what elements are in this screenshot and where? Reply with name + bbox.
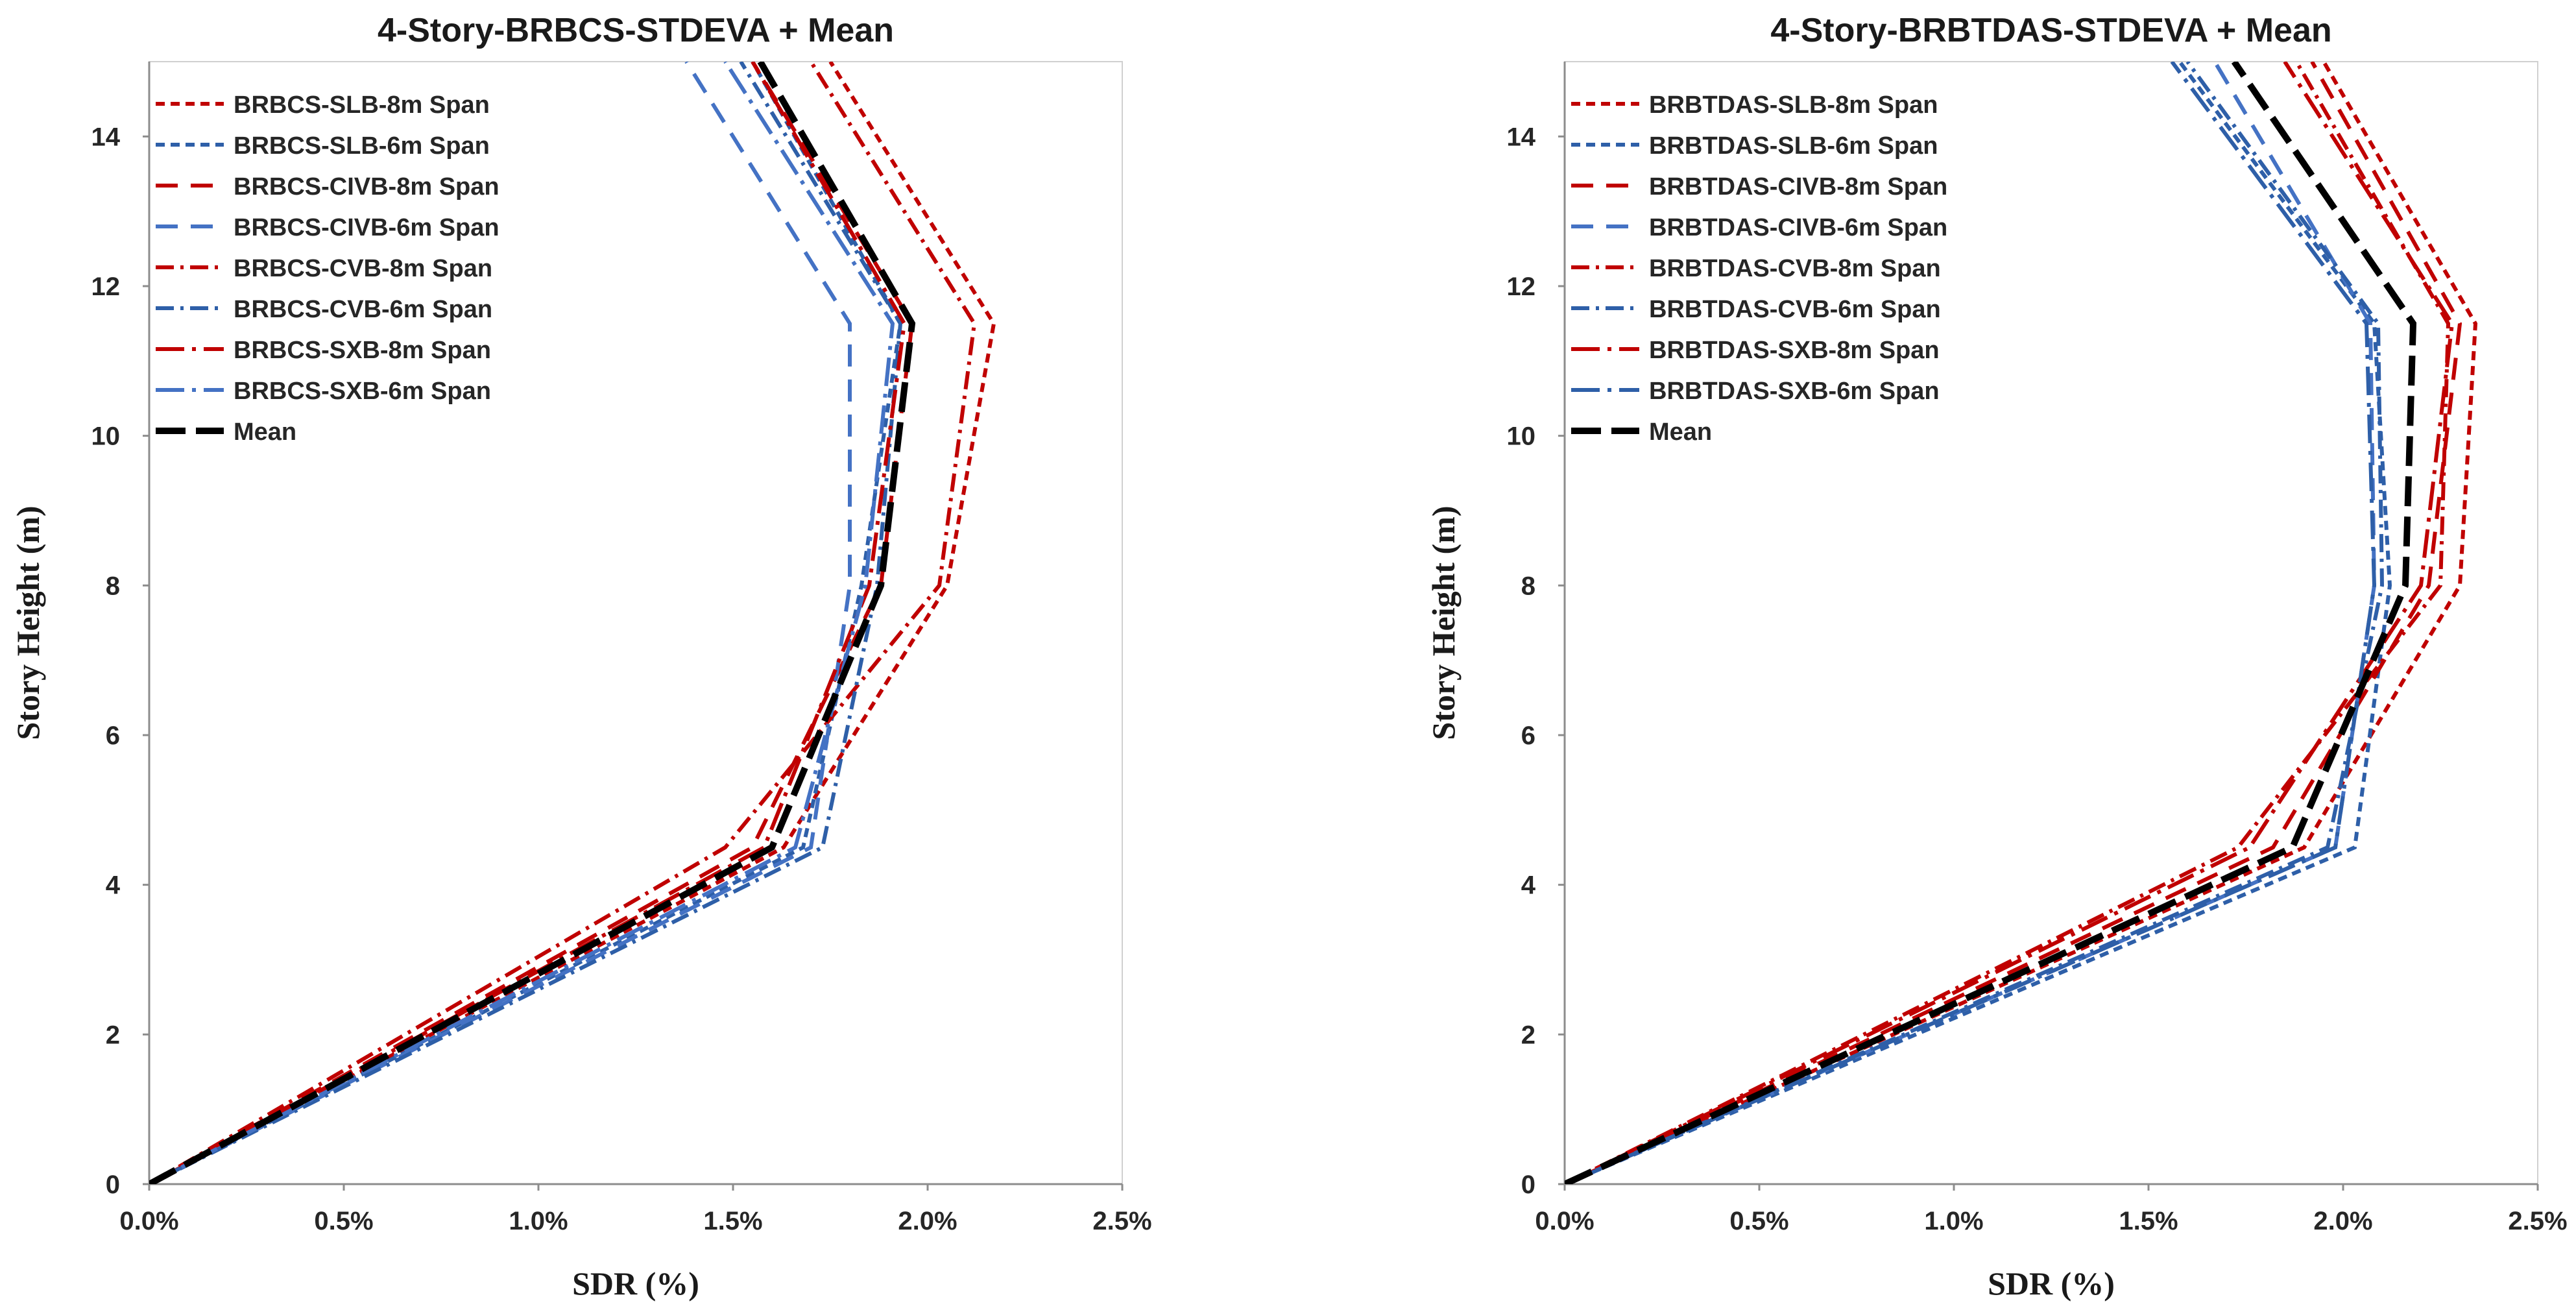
y-tick-label: 2 <box>106 1021 120 1049</box>
legend-label: BRBTDAS-CIVB-8m Span <box>1649 173 1947 200</box>
series-line-brbcs-cvb-6m-span <box>149 62 903 1184</box>
x-tick-label: 0.0% <box>119 1207 178 1235</box>
y-tick-label: 14 <box>1507 123 1536 151</box>
series-line-brbtdas-slb-8m-span <box>1565 62 2478 1184</box>
y-axis-title: Story Height (m) <box>10 505 46 740</box>
y-tick-label: 6 <box>106 722 120 750</box>
y-tick-label: 0 <box>1521 1171 1535 1199</box>
legend-label: BRBTDAS-CIVB-6m Span <box>1649 214 1947 241</box>
y-tick-label: 4 <box>106 871 121 900</box>
series-line-brbcs-civb-6m-span <box>149 62 852 1184</box>
series-line-brbtdas-slb-6m-span <box>1565 62 2392 1184</box>
legend-label: BRBTDAS-CVB-6m Span <box>1649 296 1941 323</box>
y-tick-label: 12 <box>1507 273 1536 301</box>
series-line-brbcs-slb-8m-span <box>149 62 996 1184</box>
y-axis-title: Story Height (m) <box>1425 505 1462 740</box>
x-tick-label: 2.0% <box>2313 1207 2372 1235</box>
legend-label: BRBTDAS-SLB-6m Span <box>1649 132 1938 160</box>
legend-label: BRBCS-CVB-8m Span <box>234 255 492 282</box>
series-line-brbtdas-civb-8m-span <box>1565 62 2462 1184</box>
series-lines <box>1565 62 2478 1184</box>
y-tick-label: 6 <box>1521 722 1535 750</box>
series-line-brbcs-sxb-6m-span <box>149 62 895 1184</box>
series-line-brbtdas-cvb-6m-span <box>1565 62 2385 1184</box>
x-tick-label: 2.5% <box>1092 1207 1151 1235</box>
x-tick-label: 0.5% <box>1729 1207 1788 1235</box>
legend: BRBTDAS-SLB-8m Span BRBTDAS-SLB-6m Span BR… <box>1571 91 1947 446</box>
legend-label: BRBCS-SLB-6m Span <box>234 132 490 160</box>
x-axis-title: SDR (%) <box>572 1265 699 1302</box>
series-line-brbcs-sxb-8m-span <box>149 62 907 1184</box>
y-tick-label: 0 <box>106 1171 120 1199</box>
legend-label: BRBCS-CIVB-6m Span <box>234 214 500 241</box>
legend-label: BRBCS-CVB-6m Span <box>234 296 492 323</box>
legend-label: BRBTDAS-CVB-8m Span <box>1649 255 1941 282</box>
x-tick-label: 1.0% <box>1924 1207 1983 1235</box>
x-tick-label: 1.5% <box>2119 1207 2178 1235</box>
y-tick-label: 4 <box>1521 871 1536 900</box>
y-tick-label: 8 <box>106 572 120 600</box>
legend-label: BRBCS-SXB-8m Span <box>234 337 491 364</box>
legend: BRBCS-SLB-8m Span BRBCS-SLB-6m Span BRBCS-… <box>156 91 500 446</box>
series-line-brbtdas-sxb-6m-span <box>1565 62 2377 1184</box>
y-tick-label: 14 <box>91 123 121 151</box>
legend-label: BRBTDAS-SXB-8m Span <box>1649 337 1940 364</box>
chart-brbcs: 4-Story-BRBCS-STDEVA + Mean 0.0% 0.5% 1.0% 1… <box>10 12 1152 1302</box>
series-line-brbcs-cvb-8m-span <box>149 62 977 1184</box>
y-tick-label: 10 <box>91 422 121 451</box>
legend-label: BRBCS-SLB-8m Span <box>234 91 490 119</box>
y-tick-label: 8 <box>1521 572 1535 600</box>
series-line-mean <box>149 62 916 1184</box>
legend-label: BRBTDAS-SLB-8m Span <box>1649 91 1938 119</box>
x-tick-label: 2.5% <box>2508 1207 2567 1235</box>
chart-title: 4-Story-BRBTDAS-STDEVA + Mean <box>1770 12 2331 49</box>
x-tick-label: 1.5% <box>703 1207 762 1235</box>
series-line-brbtdas-sxb-8m-span <box>1565 62 2455 1184</box>
legend-label: BRBCS-CIVB-8m Span <box>234 173 500 200</box>
legend-label: BRBCS-SXB-6m Span <box>234 378 491 405</box>
x-tick-label: 0.0% <box>1535 1207 1594 1235</box>
series-line-mean <box>1565 62 2417 1184</box>
legend-label: BRBTDAS-SXB-6m Span <box>1649 378 1940 405</box>
legend-label: Mean <box>1649 418 1712 446</box>
legend-label: Mean <box>234 418 296 446</box>
x-tick-label: 2.0% <box>898 1207 957 1235</box>
series-lines <box>149 62 996 1184</box>
chart-title: 4-Story-BRBCS-STDEVA + Mean <box>378 12 894 49</box>
x-axis-title: SDR (%) <box>1988 1265 2115 1302</box>
y-tick-label: 2 <box>1521 1021 1535 1049</box>
y-tick-label: 10 <box>1507 422 1536 451</box>
chart-brbtdas: 4-Story-BRBTDAS-STDEVA + Mean 0.0% 0.5% 1.0… <box>1425 12 2568 1302</box>
x-tick-label: 0.5% <box>314 1207 373 1235</box>
series-line-brbcs-slb-6m-span <box>149 62 903 1184</box>
x-tick-label: 1.0% <box>509 1207 568 1235</box>
y-tick-label: 12 <box>91 273 121 301</box>
